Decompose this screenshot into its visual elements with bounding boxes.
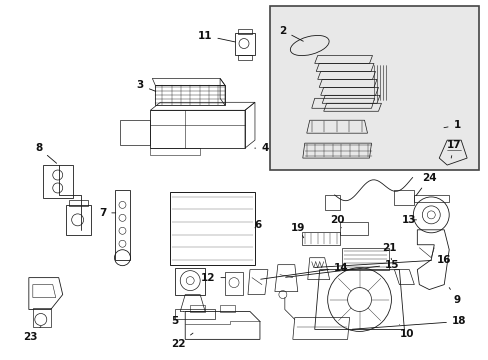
Text: 14: 14 [260, 263, 348, 279]
Text: 18: 18 [352, 316, 466, 329]
Text: 23: 23 [23, 327, 41, 342]
Text: 15: 15 [285, 260, 399, 277]
FancyBboxPatch shape [269, 6, 478, 170]
Text: 20: 20 [330, 215, 344, 228]
Text: 3: 3 [137, 80, 156, 91]
Text: 10: 10 [399, 324, 414, 339]
Text: 5: 5 [171, 312, 183, 327]
Text: 1: 1 [443, 120, 460, 130]
Text: 11: 11 [198, 31, 235, 42]
Text: 22: 22 [171, 333, 193, 349]
Text: 7: 7 [99, 208, 116, 218]
Text: 17: 17 [446, 140, 461, 158]
Text: 6: 6 [254, 220, 261, 230]
Text: 13: 13 [401, 215, 416, 225]
Text: 16: 16 [314, 255, 450, 267]
Text: 8: 8 [35, 143, 57, 163]
Text: 4: 4 [254, 143, 268, 153]
Text: 21: 21 [382, 243, 396, 260]
Text: 12: 12 [201, 273, 225, 283]
Text: 24: 24 [415, 173, 436, 196]
Text: 19: 19 [290, 223, 305, 238]
Text: 9: 9 [448, 288, 460, 305]
Text: 2: 2 [279, 26, 303, 41]
